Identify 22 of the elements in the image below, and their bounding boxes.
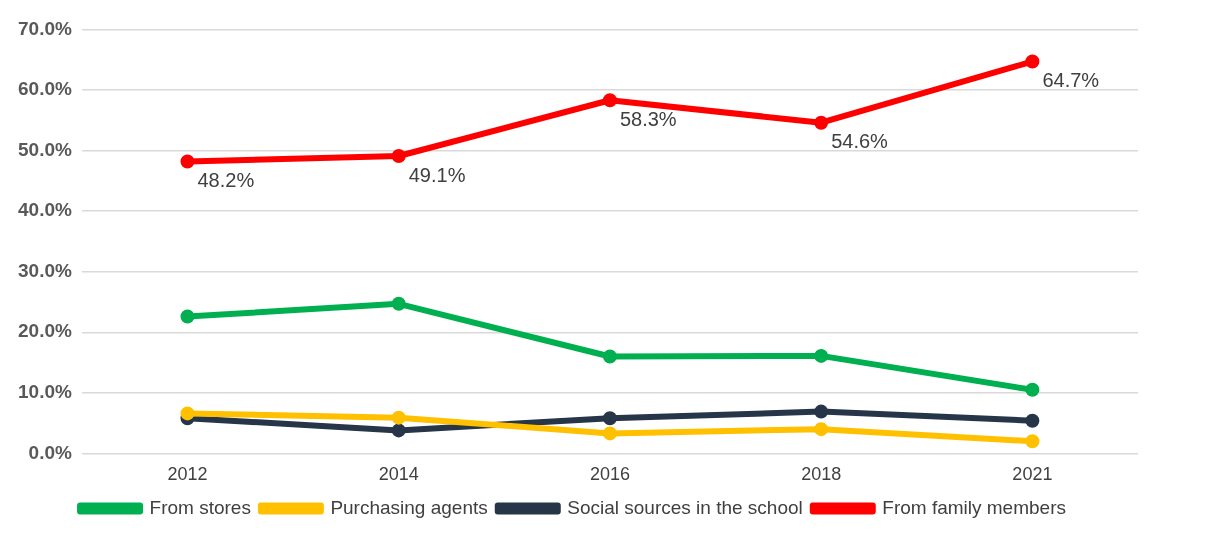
data-label: 48.2% — [197, 168, 255, 191]
y-tick-label: 70.0% — [18, 17, 72, 39]
legend-label: From family members — [882, 496, 1066, 518]
data-label: 49.1% — [408, 163, 466, 186]
y-tick-label: 0.0% — [28, 441, 72, 463]
y-tick-label: 10.0% — [18, 381, 72, 403]
y-tick-label: 30.0% — [18, 259, 72, 281]
y-tick-label: 50.0% — [18, 138, 72, 160]
legend-label: Social sources in the school — [567, 496, 803, 518]
x-tick-label: 2018 — [801, 464, 842, 485]
x-tick-label: 2021 — [1012, 464, 1053, 485]
data-label: 64.7% — [1042, 69, 1100, 92]
y-tick-label: 40.0% — [18, 199, 72, 221]
y-tick-label: 20.0% — [18, 320, 72, 342]
legend-label: Purchasing agents — [330, 496, 488, 518]
y-tick-label: 60.0% — [18, 78, 72, 100]
x-tick-label: 2014 — [378, 464, 419, 485]
data-label: 58.3% — [619, 107, 677, 130]
x-tick-label: 2012 — [167, 464, 208, 485]
data-label: 54.6% — [831, 130, 889, 153]
x-tick-label: 2016 — [589, 464, 630, 485]
legend-label: From stores — [149, 496, 251, 518]
